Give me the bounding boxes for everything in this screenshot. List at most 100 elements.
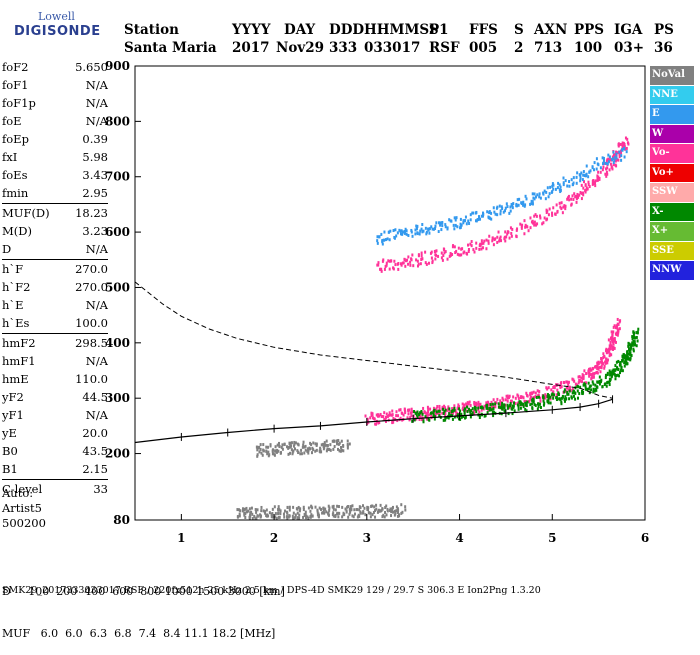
param-row: h`E N/A: [2, 296, 108, 314]
data-point: [610, 338, 613, 342]
data-point: [468, 400, 471, 404]
data-point: [615, 333, 618, 337]
data-point: [437, 254, 440, 258]
data-point: [544, 393, 547, 397]
data-point: [591, 366, 594, 370]
data-point: [561, 211, 564, 215]
data-point: [507, 412, 510, 416]
data-point: [260, 451, 263, 455]
y-tick-label: 200: [105, 447, 130, 461]
data-point: [480, 247, 483, 251]
data-point: [459, 225, 462, 229]
data-point: [352, 515, 355, 519]
data-point: [420, 409, 423, 413]
data-point: [581, 373, 584, 377]
data-point: [415, 413, 418, 417]
data-point: [349, 510, 352, 514]
param-row: hmF1 N/A: [2, 352, 108, 370]
data-point: [404, 227, 407, 231]
data-point: [492, 398, 495, 402]
data-point: [411, 253, 414, 257]
data-point: [460, 412, 463, 416]
data-point: [592, 179, 595, 183]
data-point: [310, 513, 313, 517]
data-point: [467, 243, 470, 247]
data-point: [250, 510, 253, 514]
data-point: [619, 319, 622, 323]
data-point: [332, 447, 335, 451]
data-point: [437, 230, 440, 234]
data-point: [609, 347, 612, 351]
data-point: [405, 232, 408, 236]
data-point: [592, 382, 595, 386]
data-point: [515, 235, 518, 239]
data-point: [447, 416, 450, 420]
header-label: HHMMSS: [364, 22, 439, 38]
data-point: [517, 394, 520, 398]
data-point: [281, 447, 284, 451]
data-point: [519, 406, 522, 410]
series-group: [376, 146, 628, 246]
param-label: h`Es: [2, 316, 30, 330]
data-point: [591, 166, 594, 170]
data-point: [444, 223, 447, 227]
data-point: [554, 187, 557, 191]
data-point: [316, 508, 319, 512]
data-point: [277, 449, 280, 453]
series-group: [376, 136, 630, 273]
data-point: [315, 448, 318, 452]
data-point: [242, 508, 245, 512]
data-point: [458, 407, 461, 411]
data-point: [559, 382, 562, 386]
data-point: [258, 445, 261, 449]
data-point: [304, 510, 307, 514]
data-point: [392, 416, 395, 420]
header-label: DDD: [329, 22, 365, 38]
data-point: [347, 515, 350, 519]
data-point: [549, 401, 552, 405]
data-point: [299, 452, 302, 456]
data-point: [272, 452, 275, 456]
data-point: [604, 376, 607, 380]
data-point: [578, 392, 581, 396]
data-point: [531, 407, 534, 411]
param-value: 2.15: [82, 462, 108, 476]
header-value: 03+: [614, 40, 645, 56]
data-point: [627, 142, 630, 146]
data-point: [371, 413, 374, 417]
x-tick-label: 3: [363, 531, 371, 545]
data-point: [441, 220, 444, 224]
data-point: [409, 260, 412, 264]
data-point: [457, 413, 460, 417]
data-point: [530, 199, 533, 203]
data-point: [319, 450, 322, 454]
data-point: [591, 380, 594, 384]
data-point: [614, 368, 617, 372]
data-point: [562, 176, 565, 180]
data-point: [626, 362, 629, 366]
data-point: [593, 181, 596, 185]
data-point: [376, 241, 379, 245]
data-point: [564, 389, 567, 393]
data-point: [310, 451, 313, 455]
data-point: [334, 515, 337, 519]
data-point: [606, 361, 609, 365]
data-point: [614, 153, 617, 157]
data-point: [509, 226, 512, 230]
data-point: [591, 373, 594, 377]
data-point: [277, 516, 280, 520]
data-point: [338, 441, 341, 445]
header-value: 2017: [232, 40, 270, 56]
data-point: [259, 515, 262, 519]
legend-entry: E: [650, 105, 694, 124]
y-tick-label: 800: [105, 114, 130, 128]
data-point: [379, 267, 382, 271]
data-point: [378, 509, 381, 513]
data-point: [291, 514, 294, 518]
data-point: [336, 511, 339, 515]
data-point: [388, 411, 391, 415]
data-point: [475, 241, 478, 245]
data-point: [609, 373, 612, 377]
data-point: [410, 228, 413, 232]
param-row: foEs 3.43: [2, 166, 108, 184]
